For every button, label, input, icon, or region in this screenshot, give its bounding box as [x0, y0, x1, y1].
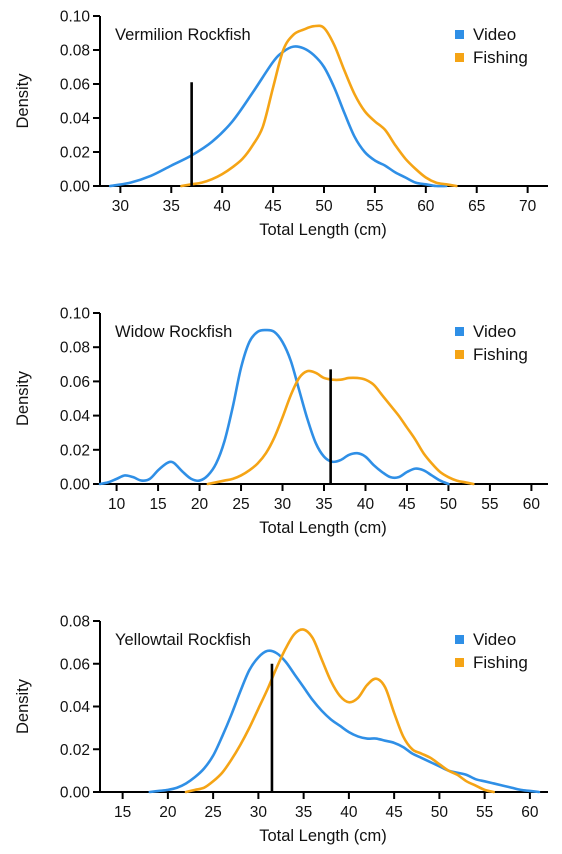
- x-tick-label: 15: [149, 496, 166, 513]
- x-tick-label: 35: [295, 804, 312, 821]
- panel-title: Yellowtail Rockfish: [115, 631, 251, 649]
- x-tick-label: 60: [521, 804, 539, 821]
- legend-label-video: Video: [473, 322, 516, 341]
- legend-swatch-video: [455, 327, 464, 336]
- chart-panel-vermilion-rockfish: 0.00 0.02 0.04 0.06 0.08 0.10 30 35 40 45 50 55 60 65…: [14, 9, 548, 239]
- series-line-video: [108, 45, 448, 188]
- y-tick-label: 0.10: [60, 306, 91, 323]
- y-tick-label: 0.04: [60, 111, 91, 128]
- legend-swatch-fishing: [455, 350, 464, 359]
- x-tick-label: 50: [440, 496, 458, 513]
- legend-swatch-fishing: [455, 53, 464, 62]
- y-tick-label: 0.02: [60, 442, 90, 459]
- x-tick-label: 45: [386, 804, 403, 821]
- x-axis-title: Total Length (cm): [259, 519, 386, 537]
- y-tick-label: 0.06: [60, 656, 90, 673]
- legend-label-fishing: Fishing: [473, 345, 528, 364]
- y-tick-label: 0.02: [60, 145, 90, 162]
- panel-title: Vermilion Rockfish: [115, 26, 251, 44]
- x-tick-label: 55: [366, 198, 383, 215]
- y-tick-label: 0.02: [60, 742, 90, 759]
- x-tick-label: 60: [523, 496, 541, 513]
- y-tick-label: 0.00: [60, 785, 91, 802]
- x-tick-label: 40: [214, 198, 232, 215]
- legend-swatch-fishing: [455, 658, 464, 667]
- x-tick-label: 50: [431, 804, 449, 821]
- y-tick-label: 0.04: [60, 699, 91, 716]
- legend-label-fishing: Fishing: [473, 48, 528, 67]
- x-tick-label: 60: [417, 198, 435, 215]
- series-line-fishing: [206, 369, 475, 486]
- x-tick-label: 35: [163, 198, 180, 215]
- series-line-fishing: [180, 24, 458, 188]
- x-tick-label: 30: [112, 198, 130, 215]
- y-tick-label: 0.06: [60, 374, 90, 391]
- y-tick-label: 0.08: [60, 340, 90, 357]
- y-tick-label: 0.08: [60, 43, 90, 60]
- legend-swatch-video: [455, 30, 464, 39]
- legend-label-video: Video: [473, 25, 516, 44]
- y-axis-title: Density: [14, 73, 32, 129]
- x-tick-label: 20: [191, 496, 209, 513]
- y-tick-label: 0.00: [60, 179, 91, 196]
- chart-panel-yellowtail-rockfish: 0.00 0.02 0.04 0.06 0.08 15 20 25 30 35 40 45 50 55 60…: [14, 614, 548, 845]
- series-line-fishing: [184, 628, 495, 794]
- panel-title: Widow Rockfish: [115, 323, 232, 341]
- x-tick-label: 30: [274, 496, 292, 513]
- x-tick-label: 10: [108, 496, 126, 513]
- legend-label-video: Video: [473, 630, 516, 649]
- chart-panel-widow-rockfish: 0.00 0.02 0.04 0.06 0.08 0.10 10 15 20 25 30 35 40 45…: [14, 306, 548, 537]
- x-tick-label: 55: [481, 496, 498, 513]
- x-tick-label: 40: [340, 804, 358, 821]
- legend-swatch-video: [455, 635, 464, 644]
- x-tick-label: 55: [476, 804, 493, 821]
- x-axis-title: Total Length (cm): [259, 221, 386, 239]
- x-tick-label: 30: [250, 804, 268, 821]
- y-axis-title: Density: [14, 678, 32, 734]
- y-tick-label: 0.08: [60, 614, 90, 631]
- x-tick-label: 25: [232, 496, 249, 513]
- series-line-video: [148, 649, 541, 794]
- x-tick-label: 15: [114, 804, 131, 821]
- legend-label-fishing: Fishing: [473, 653, 528, 672]
- y-tick-label: 0.06: [60, 77, 90, 94]
- y-tick-label: 0.00: [60, 477, 91, 494]
- series-line-video: [98, 328, 450, 486]
- y-tick-label: 0.04: [60, 408, 91, 425]
- x-tick-label: 25: [205, 804, 222, 821]
- y-axis-title: Density: [14, 370, 32, 426]
- x-tick-label: 40: [357, 496, 375, 513]
- x-tick-label: 20: [159, 804, 177, 821]
- x-tick-label: 45: [398, 496, 415, 513]
- x-tick-label: 50: [315, 198, 333, 215]
- y-tick-label: 0.10: [60, 9, 91, 26]
- x-tick-label: 45: [264, 198, 281, 215]
- x-tick-label: 70: [519, 198, 537, 215]
- x-tick-label: 35: [315, 496, 332, 513]
- x-axis-title: Total Length (cm): [259, 827, 386, 845]
- x-tick-label: 65: [468, 198, 485, 215]
